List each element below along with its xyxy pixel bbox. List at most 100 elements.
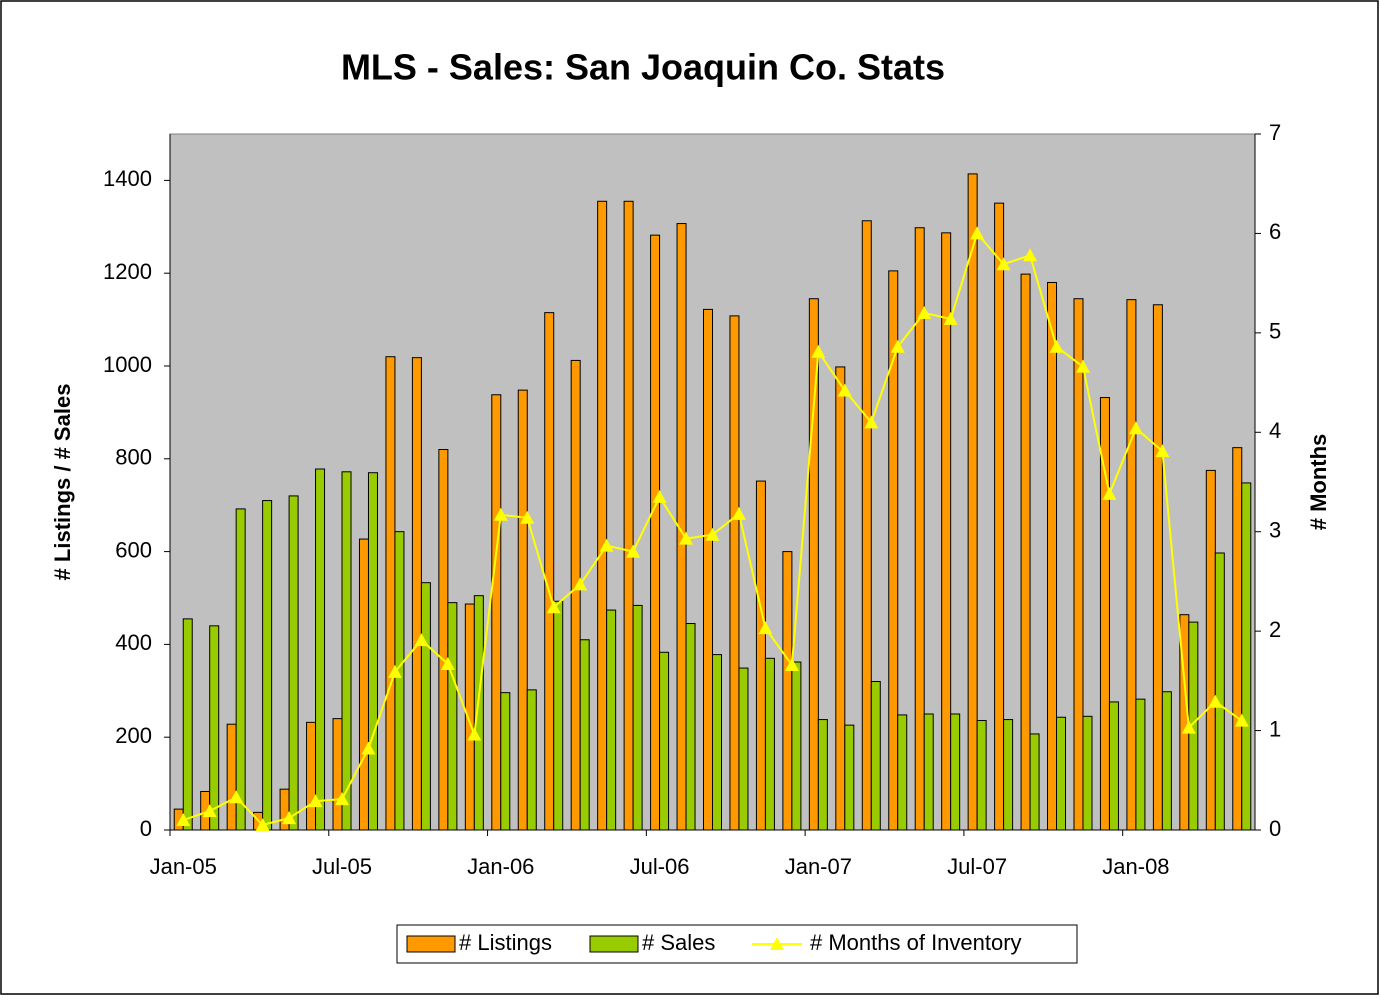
x-tick-label: Jul-07: [947, 854, 1007, 879]
bar: [570, 359, 581, 831]
bar: [262, 500, 273, 831]
marker: [1075, 359, 1090, 373]
bar: [650, 234, 661, 831]
y2-tick-label: 7: [1269, 120, 1281, 145]
bar: [1003, 719, 1014, 831]
bar: [897, 714, 908, 831]
bar: [288, 495, 299, 831]
marker: [414, 633, 429, 647]
bar: [923, 713, 934, 831]
bar: [367, 472, 378, 831]
marker: [970, 226, 985, 240]
bar: [712, 654, 722, 831]
bar: [1029, 733, 1040, 831]
marker: [467, 727, 482, 741]
bar: [473, 595, 484, 831]
y2-tick-label: 2: [1269, 617, 1281, 642]
legend-label: # Sales: [642, 930, 715, 955]
marker: [255, 818, 270, 832]
marker: [1234, 713, 1249, 727]
legend-label: # Months of Inventory: [810, 930, 1022, 955]
bar: [764, 657, 775, 831]
marker: [652, 489, 667, 503]
bar: [817, 719, 828, 831]
bar: [632, 604, 643, 831]
bar: [703, 308, 713, 831]
x-tick-label: Jan-08: [1102, 854, 1169, 879]
legend-swatch: [589, 935, 639, 953]
marker: [679, 531, 694, 545]
y-tick-label: 800: [115, 445, 152, 470]
bar: [914, 227, 925, 831]
bar: [1099, 397, 1110, 831]
bar: [464, 603, 475, 831]
bar: [755, 480, 766, 831]
marker: [943, 311, 958, 325]
x-tick-label: Jan-06: [467, 854, 534, 879]
bar: [659, 651, 670, 831]
marker: [176, 813, 191, 827]
bar: [606, 609, 617, 831]
bar: [1152, 304, 1163, 831]
x-tick-label: Jan-05: [150, 854, 217, 879]
legend-marker: [770, 937, 784, 950]
marker: [361, 741, 376, 755]
bar: [950, 713, 961, 831]
bar: [1108, 701, 1119, 831]
bar: [411, 357, 422, 831]
marker: [1208, 694, 1223, 708]
bar: [1047, 281, 1058, 831]
y-tick-label: 1400: [103, 166, 152, 191]
bar: [385, 356, 396, 831]
marker: [917, 305, 932, 319]
marker: [1023, 248, 1038, 262]
y-axis-label: # Listings / # Sales: [50, 384, 75, 581]
bar: [1126, 299, 1137, 831]
bar: [861, 220, 872, 831]
bar: [182, 618, 193, 831]
bar: [579, 639, 590, 831]
legend-label: # Listings: [459, 930, 552, 955]
y2-tick-label: 1: [1269, 716, 1281, 741]
marker: [493, 507, 508, 521]
bar: [1205, 469, 1216, 831]
bar: [438, 449, 449, 831]
bar: [1232, 447, 1243, 831]
x-tick-label: Jul-05: [312, 854, 372, 879]
y-tick-label: 1000: [103, 352, 152, 377]
bar: [967, 173, 978, 831]
marker: [1049, 339, 1064, 353]
y2-tick-label: 3: [1269, 518, 1281, 543]
bar: [976, 719, 987, 831]
y-tick-label: 200: [115, 723, 152, 748]
marker: [599, 538, 614, 552]
x-tick-label: Jan-07: [785, 854, 852, 879]
marker: [202, 804, 217, 818]
y2-tick-label: 0: [1269, 816, 1281, 841]
legend: [396, 924, 1078, 964]
y2-axis-label: # Months: [1306, 434, 1331, 531]
bar: [994, 202, 1005, 831]
marker: [440, 656, 455, 670]
marker: [282, 811, 297, 825]
marker: [1102, 486, 1117, 500]
marker: [520, 510, 535, 524]
bar: [597, 200, 608, 831]
bar: [306, 721, 317, 831]
marker: [308, 794, 323, 808]
marker: [996, 257, 1011, 271]
marker: [705, 527, 720, 541]
marker: [546, 600, 561, 614]
marker: [1181, 720, 1196, 734]
y-tick-label: 0: [140, 816, 152, 841]
bar: [738, 667, 749, 831]
bar: [500, 692, 511, 831]
bar: [315, 468, 326, 831]
marker: [335, 792, 350, 806]
x-tick-label: Jul-06: [630, 854, 690, 879]
y-tick-label: 600: [115, 537, 152, 562]
bar: [226, 723, 237, 831]
bar: [791, 661, 802, 831]
bar: [358, 538, 369, 831]
